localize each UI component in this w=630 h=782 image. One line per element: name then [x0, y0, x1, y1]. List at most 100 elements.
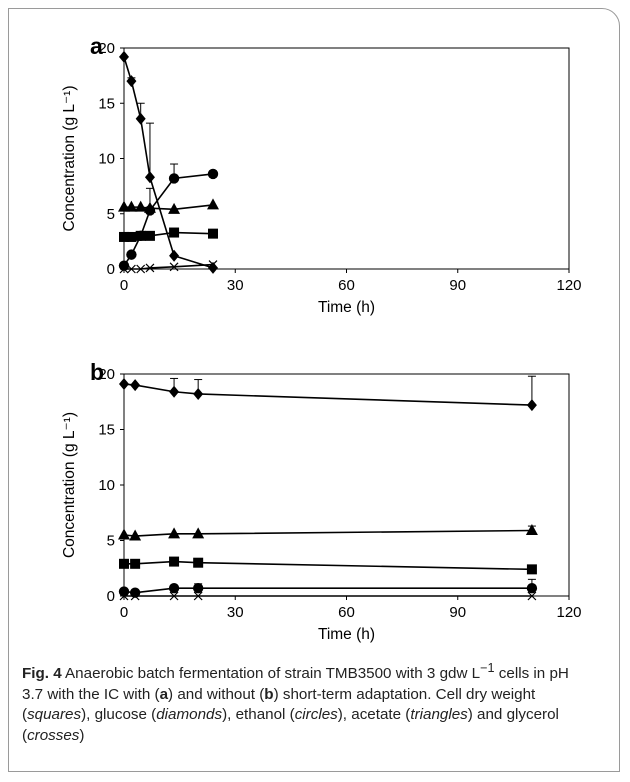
panel-label: a — [90, 33, 103, 59]
figure-frame — [8, 8, 620, 772]
data-point-diamond — [119, 377, 129, 390]
data-point-cross — [145, 263, 155, 273]
data-point-circle — [207, 168, 219, 180]
panel-label: b — [90, 359, 104, 385]
data-point-square — [193, 557, 204, 568]
x-tick-label: 120 — [556, 604, 581, 621]
data-point-triangle — [125, 200, 138, 212]
caption-term-circles: circles — [294, 706, 338, 724]
x-tick-label: 30 — [227, 277, 244, 294]
data-point-circle — [192, 583, 204, 594]
y-tick-label: 20 — [98, 366, 115, 383]
y-tick-label: 20 — [98, 40, 115, 57]
data-point-square — [130, 558, 141, 569]
caption-text: ), ethanol ( — [222, 706, 295, 724]
caption-text: ), glucose ( — [81, 706, 157, 724]
data-point-triangle — [129, 529, 142, 541]
data-point-diamond — [169, 385, 180, 398]
data-point-diamond — [135, 112, 146, 125]
figure-caption: Fig. 4 Anaerobic batch fermentation of s… — [22, 658, 592, 746]
y-tick-label: 5 — [107, 533, 115, 550]
data-point-diamond — [193, 387, 204, 400]
caption-text: ) — [79, 726, 85, 744]
data-point-diamond — [526, 399, 537, 412]
data-point-triangle — [168, 527, 181, 539]
data-point-diamond — [130, 379, 141, 392]
caption-text: cells in pH 3.7 with the IC with ( — [22, 665, 569, 703]
x-tick-label: 90 — [449, 604, 466, 621]
data-point-square — [135, 230, 146, 241]
data-point-square — [169, 227, 180, 238]
data-point-cross — [119, 264, 129, 274]
data-point-triangle — [134, 200, 147, 212]
x-tick-label: 0 — [120, 604, 128, 621]
data-point-square — [144, 230, 155, 241]
y-tick-label: 15 — [98, 422, 115, 439]
data-point-triangle — [168, 202, 181, 214]
x-tick-label: 0 — [120, 277, 128, 294]
plot-area — [123, 47, 570, 270]
data-point-diamond — [119, 50, 129, 63]
data-point-triangle — [525, 524, 538, 536]
data-point-circle — [168, 583, 180, 594]
data-point-cross — [130, 591, 140, 601]
y-tick-label: 10 — [98, 151, 115, 168]
data-point-triangle — [192, 527, 205, 539]
caption-text: ) and without ( — [168, 685, 265, 703]
x-axis-title: Time (h) — [318, 299, 375, 316]
data-point-cross — [119, 591, 129, 601]
caption-label: Fig. 4 — [22, 665, 62, 683]
data-point-square — [169, 556, 180, 567]
chart-panel-b: 0 5 10 15 20 0 30 60 90 120 Time (h) Concentration … — [61, 359, 582, 643]
data-point-diamond — [126, 75, 137, 88]
y-tick-label: 10 — [98, 477, 115, 494]
caption-text: ) short-term adaptation. Cell dry weight… — [22, 685, 536, 724]
caption-term-squares: squares — [27, 706, 82, 724]
caption-superscript: −1 — [480, 661, 495, 675]
y-axis-title: Concentration (g L⁻¹) — [61, 412, 78, 558]
data-point-square — [126, 231, 137, 242]
x-tick-label: 120 — [556, 277, 581, 294]
x-axis-title: Time (h) — [318, 626, 375, 643]
y-tick-label: 15 — [98, 95, 115, 112]
caption-text: Anaerobic batch fermentation of strain T… — [61, 665, 481, 683]
series-line-diamond — [123, 383, 532, 406]
caption-term-triangles: triangles — [410, 706, 468, 724]
y-tick-label: 5 — [107, 206, 115, 223]
x-tick-label: 90 — [449, 277, 466, 294]
series-line-triangle — [123, 529, 532, 537]
data-point-square — [526, 564, 537, 575]
caption-term-diamonds: diamonds — [156, 706, 223, 724]
chart-panel-a: 0 5 10 15 20 0 30 60 90 120 Time (h) Concentration … — [61, 33, 582, 316]
data-point-cross — [169, 262, 179, 272]
data-point-triangle — [207, 198, 219, 210]
data-point-cross — [527, 591, 537, 601]
x-tick-label: 30 — [227, 604, 244, 621]
data-point-cross — [193, 591, 203, 601]
caption-text: ) and glycerol ( — [22, 706, 559, 744]
series-line-circle — [123, 587, 532, 594]
series-line-cross — [124, 263, 214, 270]
y-axis-title: Concentration (g L⁻¹) — [61, 85, 78, 231]
x-tick-label: 60 — [338, 604, 355, 621]
data-point-triangle — [143, 201, 156, 213]
series-line-circle — [123, 173, 214, 267]
x-tick-label: 60 — [338, 277, 355, 294]
data-point-diamond — [144, 171, 155, 184]
data-point-triangle — [118, 528, 130, 540]
caption-panel-a: a — [159, 685, 169, 703]
data-point-diamond — [169, 249, 180, 262]
data-point-circle — [126, 249, 137, 260]
caption-term-crosses: crosses — [27, 726, 80, 744]
data-point-square — [119, 558, 129, 569]
data-point-circle — [168, 173, 180, 184]
data-point-cross — [208, 260, 218, 270]
figure-charts: 0 5 10 15 20 0 30 60 90 120 Time (h) Concentration … — [61, 33, 582, 643]
data-point-circle — [526, 583, 538, 594]
caption-panel-b: b — [264, 685, 274, 703]
data-point-cross — [126, 264, 136, 274]
y-tick-label: 0 — [107, 588, 115, 605]
y-tick-label: 0 — [107, 261, 115, 278]
caption-text: ), acetate ( — [337, 706, 411, 724]
data-point-square — [119, 231, 129, 242]
